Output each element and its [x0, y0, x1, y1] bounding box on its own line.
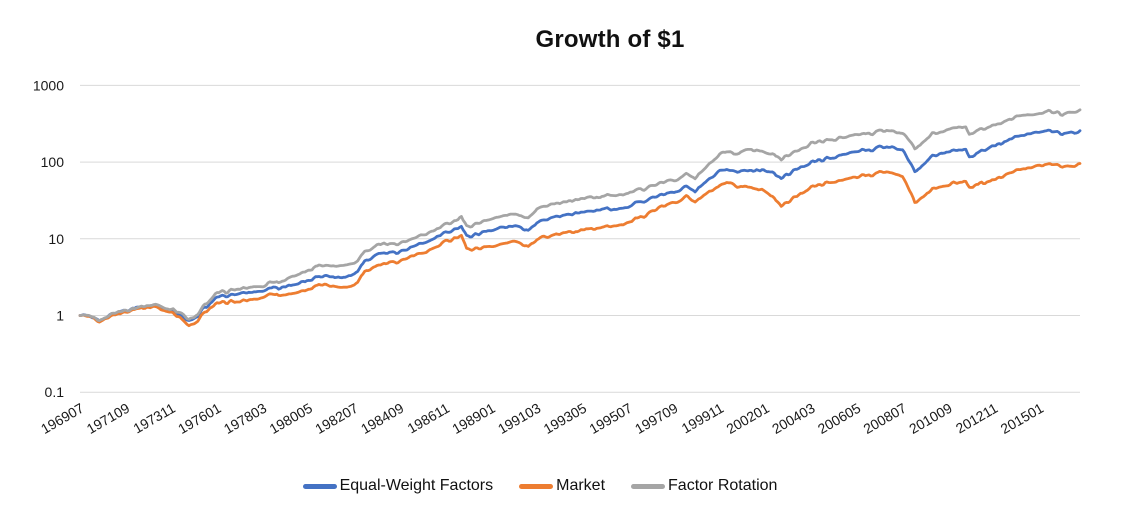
- x-tick-label: 198901: [449, 400, 498, 437]
- legend-item-factor-rotation: Factor Rotation: [631, 477, 777, 495]
- legend-item-equal-weight-factors: Equal-Weight Factors: [302, 477, 494, 495]
- legend-label-factor-rotation: Factor Rotation: [668, 477, 778, 494]
- legend-swatch-factor-rotation: [631, 483, 666, 489]
- y-tick-label: 0.1: [45, 384, 65, 400]
- x-tick-label: 201009: [906, 400, 955, 437]
- x-tick-label: 199507: [586, 400, 635, 437]
- y-tick-label: 10: [48, 231, 64, 247]
- x-tick-label: 198409: [358, 400, 407, 437]
- x-tick-label: 197601: [175, 400, 224, 437]
- y-axis-labels: 1000 100 10 1 0.1: [33, 77, 64, 400]
- y-tick-label: 100: [41, 154, 65, 170]
- series-line-market: [78, 162, 1082, 328]
- y-tick-label: 1000: [33, 77, 64, 93]
- y-tick-label: 1: [56, 308, 64, 324]
- x-tick-label: 200201: [723, 400, 772, 437]
- x-tick-label: 199911: [679, 400, 727, 437]
- legend-swatch-equal-weight-factors: [302, 483, 337, 489]
- x-tick-label: 198611: [405, 400, 453, 437]
- x-tick-label: 200605: [815, 400, 864, 437]
- x-tick-label: 197803: [221, 400, 270, 437]
- legend-item-market: Market: [519, 477, 605, 495]
- x-tick-label: 201501: [998, 400, 1047, 437]
- x-tick-label: 199103: [495, 400, 544, 437]
- x-tick-label: 199305: [541, 400, 590, 437]
- series-line-factor-rotation: [78, 108, 1082, 323]
- x-tick-label: 199709: [632, 400, 681, 437]
- x-tick-label: 197311: [130, 400, 178, 437]
- x-tick-label: 197109: [84, 400, 133, 437]
- chart-title: Growth of $1: [535, 26, 685, 53]
- x-tick-label: 198005: [267, 400, 316, 437]
- legend-label-market: Market: [556, 477, 606, 494]
- x-tick-label: 201211: [953, 400, 1001, 437]
- x-tick-label: 196907: [38, 400, 87, 437]
- x-tick-label: 200403: [769, 400, 818, 437]
- gridlines: [80, 84, 1080, 393]
- x-tick-label: 200807: [861, 400, 910, 437]
- x-axis-labels: 1969071971091973111976011978031980051982…: [38, 400, 1046, 437]
- legend-swatch-market: [519, 483, 554, 489]
- x-tick-label: 198207: [312, 400, 361, 437]
- legend: Equal-Weight Factors Market Factor Rotat…: [0, 477, 1125, 495]
- legend-label-equal-weight-factors: Equal-Weight Factors: [339, 477, 494, 494]
- series-line-equal-weight-factors: [78, 128, 1082, 323]
